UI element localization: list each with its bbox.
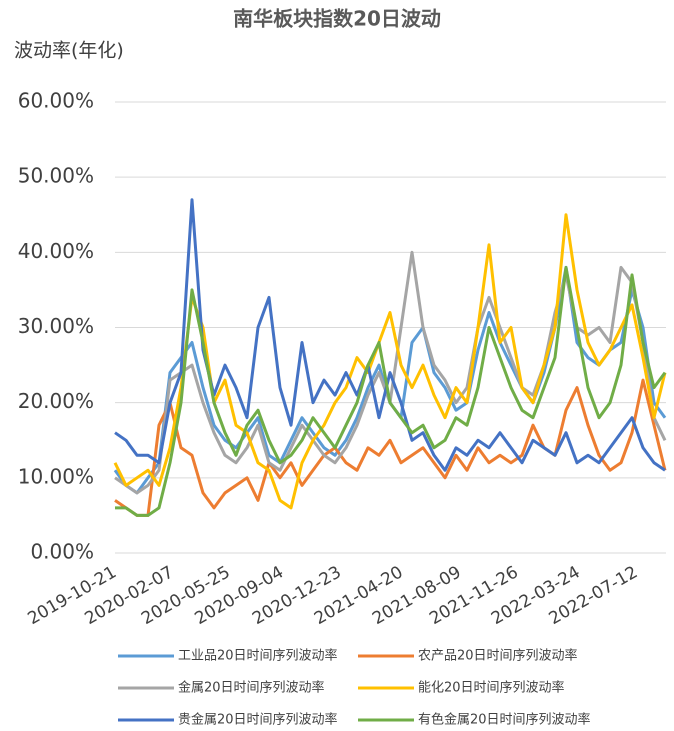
y-tick-label: 30.00% bbox=[18, 314, 94, 338]
chart-title: 南华板块指数20日波动 bbox=[233, 7, 441, 31]
legend-label: 贵金属20日时间序列波动率 bbox=[178, 712, 338, 728]
y-tick-label: 10.00% bbox=[18, 464, 94, 488]
series-line bbox=[114, 198, 666, 472]
y-tick-label: 40.00% bbox=[18, 239, 94, 263]
legend-label: 农产品20日时间序列波动率 bbox=[418, 648, 578, 664]
series-line bbox=[113, 213, 667, 510]
series-line bbox=[114, 378, 667, 517]
y-tick-label: 20.00% bbox=[18, 389, 94, 413]
legend-label: 工业品20日时间序列波动率 bbox=[178, 648, 338, 664]
legend-label: 能化20日时间序列波动率 bbox=[418, 680, 565, 696]
y-axis-label: 波动率(年化) bbox=[14, 40, 124, 62]
y-tick-label: 0.00% bbox=[30, 540, 94, 564]
y-tick-label: 60.00% bbox=[18, 89, 94, 113]
y-tick-label: 50.00% bbox=[18, 164, 94, 188]
series-line bbox=[115, 265, 667, 517]
legend-label: 有色金属20日时间序列波动率 bbox=[418, 712, 591, 728]
legend-label: 金属20日时间序列波动率 bbox=[178, 680, 325, 696]
